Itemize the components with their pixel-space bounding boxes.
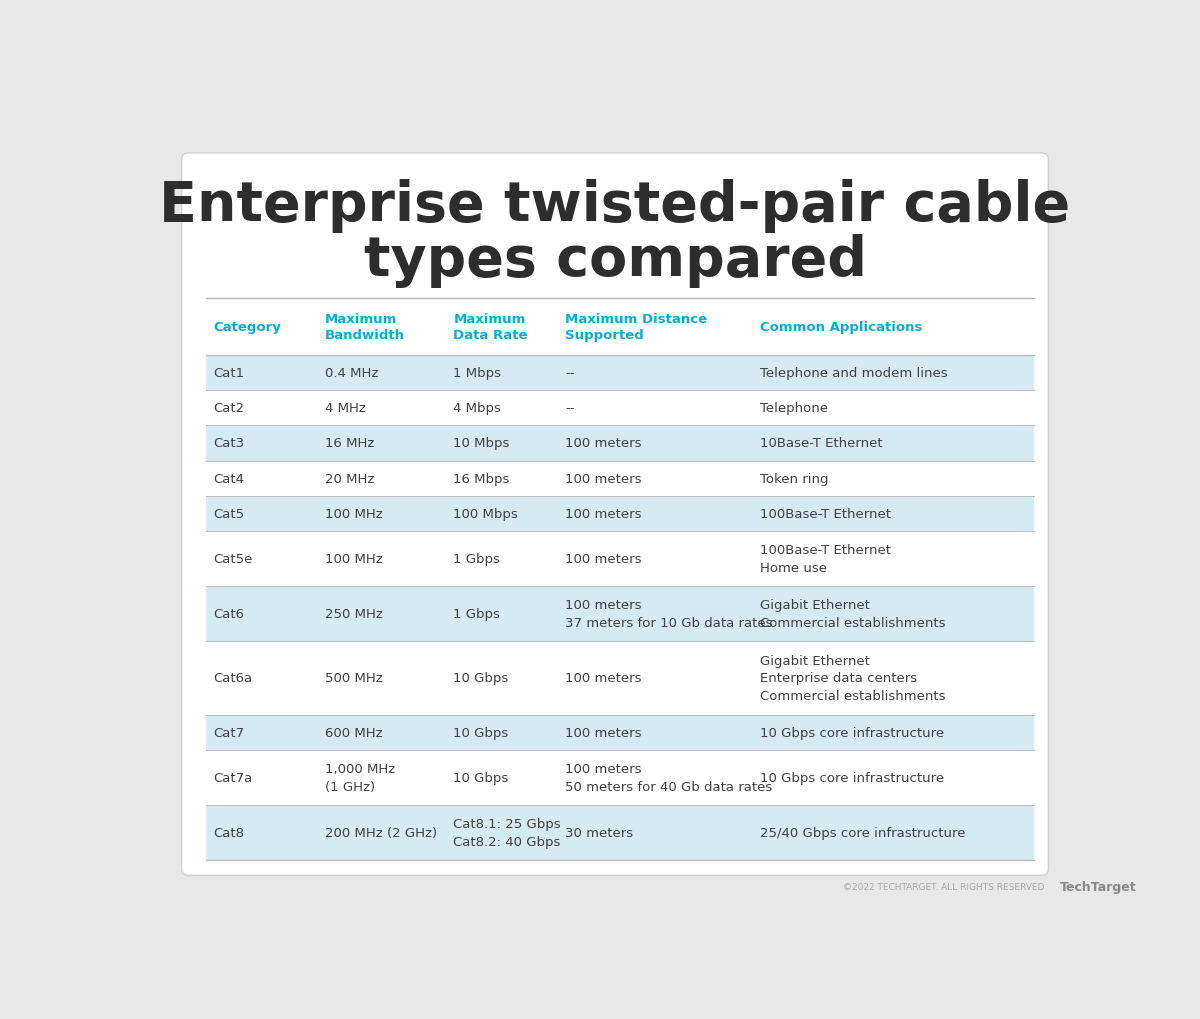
Text: Token ring: Token ring bbox=[760, 472, 828, 485]
Text: 10 Mbps: 10 Mbps bbox=[454, 437, 510, 450]
Bar bbox=[206, 462, 1033, 496]
Text: 600 MHz: 600 MHz bbox=[325, 727, 383, 740]
Text: 10 Gbps core infrastructure: 10 Gbps core infrastructure bbox=[760, 771, 943, 785]
Text: Maximum Distance
Supported: Maximum Distance Supported bbox=[565, 313, 707, 341]
Text: 100 Mbps: 100 Mbps bbox=[454, 507, 518, 521]
Text: 500 MHz: 500 MHz bbox=[325, 672, 383, 685]
Text: Cat4: Cat4 bbox=[214, 472, 245, 485]
Text: 100 meters: 100 meters bbox=[565, 507, 642, 521]
Text: Cat7: Cat7 bbox=[214, 727, 245, 740]
Text: 30 meters: 30 meters bbox=[565, 826, 634, 839]
Text: --: -- bbox=[565, 401, 575, 415]
Text: 200 MHz (2 GHz): 200 MHz (2 GHz) bbox=[325, 826, 437, 839]
Text: Cat8.1: 25 Gbps
Cat8.2: 40 Gbps: Cat8.1: 25 Gbps Cat8.2: 40 Gbps bbox=[454, 817, 560, 848]
Text: Cat7a: Cat7a bbox=[214, 771, 252, 785]
Bar bbox=[206, 356, 1033, 390]
Text: Gigabit Ethernet
Commercial establishments: Gigabit Ethernet Commercial establishmen… bbox=[760, 598, 946, 629]
Text: 16 Mbps: 16 Mbps bbox=[454, 472, 510, 485]
Text: types compared: types compared bbox=[364, 234, 866, 288]
Text: 100 meters: 100 meters bbox=[565, 552, 642, 566]
Bar bbox=[206, 532, 1033, 586]
Bar bbox=[206, 426, 1033, 462]
Text: Enterprise twisted-pair cable: Enterprise twisted-pair cable bbox=[160, 179, 1070, 233]
Text: 4 MHz: 4 MHz bbox=[325, 401, 366, 415]
Text: Cat6a: Cat6a bbox=[214, 672, 252, 685]
Bar bbox=[206, 805, 1033, 860]
Text: Category: Category bbox=[214, 321, 281, 333]
Text: 100 MHz: 100 MHz bbox=[325, 552, 383, 566]
Text: 100 meters: 100 meters bbox=[565, 672, 642, 685]
Text: 100 MHz: 100 MHz bbox=[325, 507, 383, 521]
Text: TechTarget: TechTarget bbox=[1060, 880, 1136, 893]
Text: 10 Gbps core infrastructure: 10 Gbps core infrastructure bbox=[760, 727, 943, 740]
Text: Cat3: Cat3 bbox=[214, 437, 245, 450]
Text: 10 Gbps: 10 Gbps bbox=[454, 771, 509, 785]
Text: 16 MHz: 16 MHz bbox=[325, 437, 374, 450]
Text: Cat5e: Cat5e bbox=[214, 552, 253, 566]
Bar bbox=[206, 715, 1033, 750]
Text: 10 Gbps: 10 Gbps bbox=[454, 727, 509, 740]
Bar bbox=[206, 390, 1033, 426]
Text: 1 Gbps: 1 Gbps bbox=[454, 607, 500, 621]
Text: Cat1: Cat1 bbox=[214, 367, 245, 379]
Text: ©2022 TECHTARGET. ALL RIGHTS RESERVED: ©2022 TECHTARGET. ALL RIGHTS RESERVED bbox=[844, 882, 1045, 891]
Text: Maximum
Bandwidth: Maximum Bandwidth bbox=[325, 313, 404, 341]
Text: 1 Gbps: 1 Gbps bbox=[454, 552, 500, 566]
Text: 25/40 Gbps core infrastructure: 25/40 Gbps core infrastructure bbox=[760, 826, 965, 839]
Text: 1 Mbps: 1 Mbps bbox=[454, 367, 502, 379]
Text: 100 meters: 100 meters bbox=[565, 727, 642, 740]
Text: Gigabit Ethernet
Enterprise data centers
Commercial establishments: Gigabit Ethernet Enterprise data centers… bbox=[760, 654, 946, 702]
Text: Telephone and modem lines: Telephone and modem lines bbox=[760, 367, 947, 379]
Text: Cat2: Cat2 bbox=[214, 401, 245, 415]
Text: Common Applications: Common Applications bbox=[760, 321, 922, 333]
Text: 0.4 MHz: 0.4 MHz bbox=[325, 367, 378, 379]
Text: Cat5: Cat5 bbox=[214, 507, 245, 521]
Text: 20 MHz: 20 MHz bbox=[325, 472, 374, 485]
Text: Cat8: Cat8 bbox=[214, 826, 245, 839]
Text: 100Base-T Ethernet
Home use: 100Base-T Ethernet Home use bbox=[760, 544, 890, 575]
FancyBboxPatch shape bbox=[181, 154, 1049, 875]
Text: 100 meters: 100 meters bbox=[565, 437, 642, 450]
Text: 250 MHz: 250 MHz bbox=[325, 607, 383, 621]
Text: 100Base-T Ethernet: 100Base-T Ethernet bbox=[760, 507, 890, 521]
Text: --: -- bbox=[565, 367, 575, 379]
Bar bbox=[206, 641, 1033, 715]
Text: 1,000 MHz
(1 GHz): 1,000 MHz (1 GHz) bbox=[325, 762, 395, 793]
Bar bbox=[206, 750, 1033, 805]
Bar bbox=[206, 586, 1033, 641]
Text: 100 meters
37 meters for 10 Gb data rates: 100 meters 37 meters for 10 Gb data rate… bbox=[565, 598, 773, 629]
Text: 10Base-T Ethernet: 10Base-T Ethernet bbox=[760, 437, 882, 450]
Text: Maximum
Data Rate: Maximum Data Rate bbox=[454, 313, 528, 341]
Text: Telephone: Telephone bbox=[760, 401, 828, 415]
Bar bbox=[206, 496, 1033, 532]
Text: 4 Mbps: 4 Mbps bbox=[454, 401, 502, 415]
Text: 10 Gbps: 10 Gbps bbox=[454, 672, 509, 685]
Text: 100 meters: 100 meters bbox=[565, 472, 642, 485]
Text: Cat6: Cat6 bbox=[214, 607, 245, 621]
Text: 100 meters
50 meters for 40 Gb data rates: 100 meters 50 meters for 40 Gb data rate… bbox=[565, 762, 773, 793]
